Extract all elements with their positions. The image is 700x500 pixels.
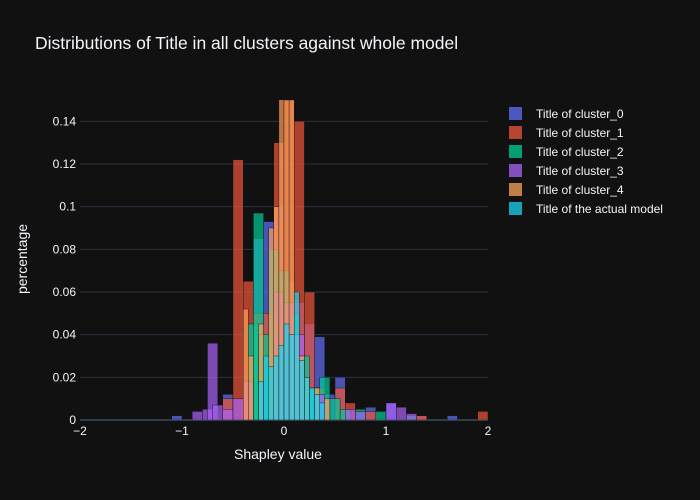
legend-item[interactable]: Title of cluster_0 bbox=[509, 104, 663, 123]
x-tick-label: −2 bbox=[73, 424, 87, 438]
x-tick-label: 0 bbox=[281, 424, 288, 438]
legend-label: Title of cluster_1 bbox=[536, 125, 624, 140]
chart-title: Distributions of Title in all clusters a… bbox=[35, 33, 459, 53]
histogram-bar[interactable] bbox=[319, 402, 326, 420]
y-tick-label: 0.02 bbox=[53, 370, 77, 384]
histogram-bar[interactable] bbox=[406, 413, 417, 420]
histogram-bar[interactable] bbox=[304, 377, 310, 420]
x-tick-label: −1 bbox=[175, 424, 189, 438]
legend-swatch bbox=[509, 164, 522, 177]
legend-swatch bbox=[509, 183, 522, 196]
y-tick-label: 0.1 bbox=[59, 200, 76, 214]
histogram-bar[interactable] bbox=[278, 345, 285, 420]
histogram-bar[interactable] bbox=[242, 308, 249, 420]
histogram-bar[interactable] bbox=[258, 381, 264, 420]
y-axis-title: percentage bbox=[14, 223, 30, 295]
y-tick-label: 0.08 bbox=[53, 242, 77, 256]
histogram-bar[interactable] bbox=[212, 404, 224, 420]
histogram-bar[interactable] bbox=[355, 411, 366, 420]
histogram-bar[interactable] bbox=[263, 355, 269, 420]
histogram-bar[interactable] bbox=[283, 323, 290, 420]
legend-item[interactable]: Title of the actual model bbox=[509, 199, 663, 218]
histogram-bar[interactable] bbox=[222, 409, 234, 420]
legend-swatch bbox=[509, 107, 522, 120]
legend-swatch bbox=[509, 202, 522, 215]
histogram-bar[interactable] bbox=[314, 394, 320, 420]
legend-label: Title of cluster_3 bbox=[536, 163, 624, 178]
histogram-bar[interactable] bbox=[171, 415, 183, 420]
histogram-bar[interactable] bbox=[207, 343, 218, 420]
histogram-bar[interactable] bbox=[248, 355, 254, 420]
histogram-bar[interactable] bbox=[416, 415, 428, 420]
y-tick-label: 0.04 bbox=[53, 328, 77, 342]
histogram-bar[interactable] bbox=[447, 415, 458, 420]
legend-item[interactable]: Title of cluster_1 bbox=[509, 123, 663, 142]
histogram-bar[interactable] bbox=[299, 360, 305, 420]
legend-item[interactable]: Title of cluster_2 bbox=[509, 142, 663, 161]
legend-swatch bbox=[509, 126, 522, 139]
histogram-bar[interactable] bbox=[385, 402, 397, 420]
legend-label: Title of cluster_4 bbox=[536, 182, 624, 197]
legend-label: Title of cluster_2 bbox=[536, 144, 624, 159]
histogram-bar[interactable] bbox=[268, 366, 275, 420]
histogram-bar[interactable] bbox=[396, 407, 407, 420]
y-tick-label: 0 bbox=[69, 413, 76, 427]
x-tick-label: 1 bbox=[383, 424, 390, 438]
y-tick-label: 0.14 bbox=[53, 114, 77, 128]
histogram-bar[interactable] bbox=[273, 355, 280, 420]
legend[interactable]: Title of cluster_0 Title of cluster_1 Titl… bbox=[509, 104, 663, 218]
legend-item[interactable]: Title of cluster_3 bbox=[509, 161, 663, 180]
histogram-bar[interactable] bbox=[345, 409, 356, 420]
histogram-bar[interactable] bbox=[375, 411, 387, 420]
x-tick-label: 2 bbox=[485, 424, 492, 438]
legend-swatch bbox=[509, 145, 522, 158]
y-tick-label: 0.12 bbox=[53, 157, 77, 171]
histogram-bar[interactable] bbox=[294, 291, 300, 420]
histogram-bar[interactable] bbox=[365, 411, 377, 420]
histogram-bar[interactable] bbox=[477, 411, 488, 420]
legend-label: Title of cluster_0 bbox=[536, 106, 624, 121]
histogram-bar[interactable] bbox=[253, 212, 264, 420]
histogram-bar[interactable] bbox=[309, 387, 315, 420]
histogram-bar[interactable] bbox=[288, 100, 295, 420]
legend-item[interactable]: Title of cluster_4 bbox=[509, 180, 663, 199]
histogram-bar[interactable] bbox=[191, 411, 203, 420]
legend-label: Title of the actual model bbox=[536, 201, 663, 216]
y-tick-label: 0.06 bbox=[53, 285, 77, 299]
histogram-bar[interactable] bbox=[324, 398, 331, 420]
histogram-bar[interactable] bbox=[232, 159, 244, 420]
histogram-bar[interactable] bbox=[232, 398, 244, 420]
histogram-bar[interactable] bbox=[329, 398, 341, 420]
histogram-bar[interactable] bbox=[288, 334, 295, 420]
x-axis-title: Shapley value bbox=[234, 446, 322, 462]
